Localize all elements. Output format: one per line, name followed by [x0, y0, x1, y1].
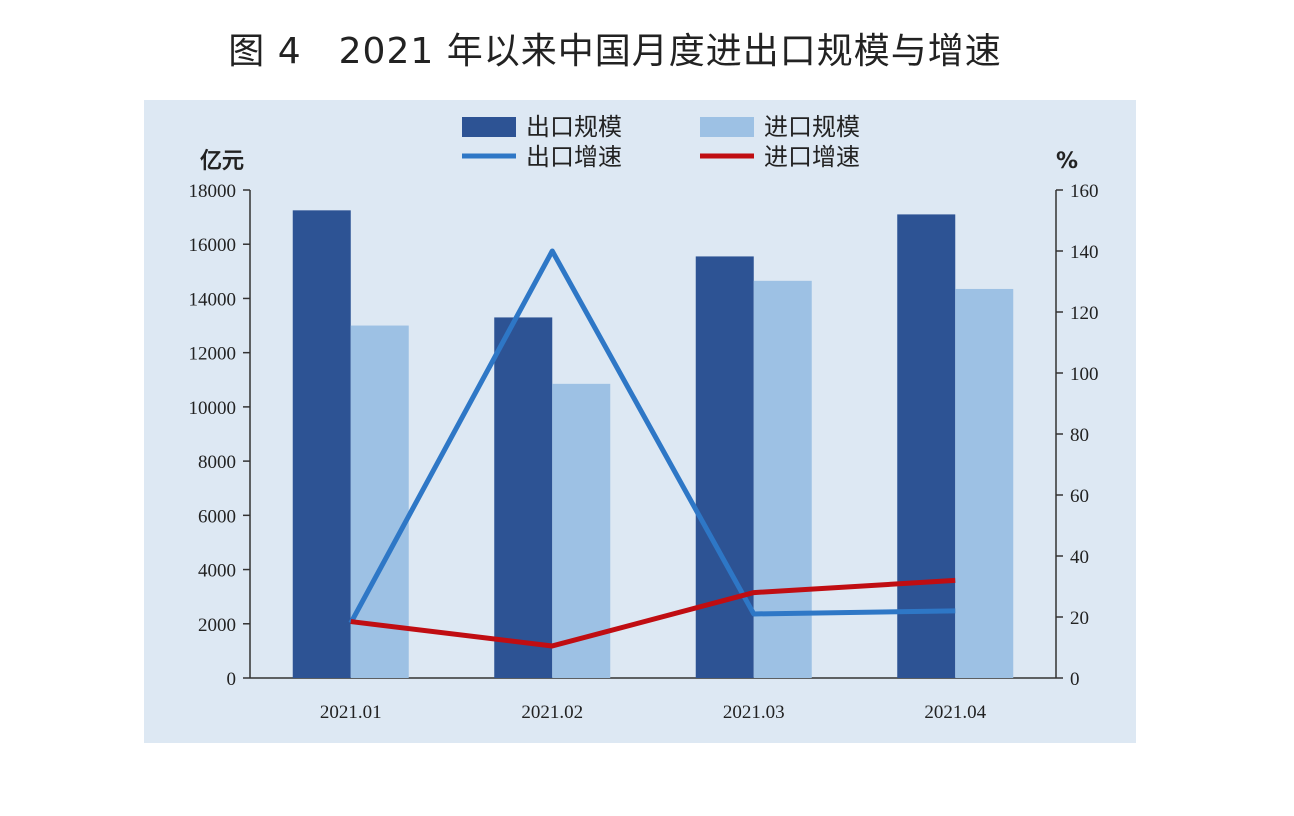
chart-panel: 出口规模 进口规模 出口增速 进口增速 亿元 % 0 2000 4000 6000 80…: [144, 100, 1136, 743]
legend-label-export-bar: 出口规模: [526, 113, 622, 141]
y-right-tick-label: 60: [1070, 486, 1089, 507]
line-import-growth: [350, 577, 956, 649]
y-right-tick-label: 80: [1070, 425, 1089, 446]
y-right-tick-label: 140: [1070, 242, 1099, 263]
bar-export-2021.03: [695, 256, 754, 678]
x-tick-label: 2021.03: [723, 702, 785, 723]
y-right-tick-label: 20: [1070, 608, 1089, 629]
bar-import-2021.02: [552, 383, 611, 678]
y-right-ticks: 0 20 40 60 80 100 120 140 160: [1056, 181, 1099, 690]
y-left-tick-label: 4000: [198, 561, 236, 582]
y-left-tick-label: 12000: [189, 344, 237, 365]
y-left-ticks: 0 2000 4000 6000 8000 10000 12000 14000 16000 180…: [189, 181, 250, 690]
legend-label-import-line: 进口增速: [764, 143, 860, 171]
y-right-tick-label: 0: [1070, 669, 1080, 690]
x-tick-label: 2021.01: [320, 702, 382, 723]
bar-import-2021.04: [955, 288, 1014, 678]
y-right-tick-label: 40: [1070, 547, 1089, 568]
y-left-tick-label: 8000: [198, 452, 236, 473]
legend-label-import-bar: 进口规模: [764, 113, 860, 141]
y-left-tick-label: 0: [227, 669, 237, 690]
y-left-tick-label: 6000: [198, 506, 236, 527]
chart-title: 图 4 2021 年以来中国月度进出口规模与增速: [228, 31, 1002, 72]
y-right-tick-label: 100: [1070, 364, 1099, 385]
bar-export-2021.02: [494, 317, 553, 678]
x-tick-label: 2021.02: [521, 702, 583, 723]
x-tick-label: 2021.04: [924, 702, 986, 723]
bar-export-2021.01: [292, 210, 351, 678]
y-left-tick-label: 18000: [189, 181, 237, 202]
chart-svg: 出口规模 进口规模 出口增速 进口增速 亿元 % 0 2000 4000 6000 80…: [189, 113, 1099, 723]
y-left-tick-label: 2000: [198, 615, 236, 636]
bar-import-2021.03: [753, 280, 812, 678]
y-right-tick-label: 160: [1070, 181, 1099, 202]
bar-export-2021.04: [897, 214, 956, 678]
y-right-unit-label: %: [1056, 149, 1078, 174]
y-left-tick-label: 16000: [189, 235, 237, 256]
y-left-tick-label: 10000: [189, 398, 237, 419]
legend: 出口规模 进口规模 出口增速 进口增速: [462, 113, 860, 171]
bar-import-2021.01: [350, 325, 409, 678]
bars: [292, 210, 1014, 678]
y-left-tick-label: 14000: [189, 289, 237, 310]
lines: [348, 248, 956, 649]
y-left-unit-label: 亿元: [200, 149, 244, 174]
line-export-growth: [348, 248, 956, 625]
x-tick-labels: 2021.01 2021.02 2021.03 2021.04: [320, 702, 987, 723]
legend-label-export-line: 出口增速: [526, 143, 622, 171]
y-right-tick-label: 120: [1070, 303, 1099, 324]
legend-swatch-import-bar: [700, 117, 754, 137]
legend-swatch-export-bar: [462, 117, 516, 137]
